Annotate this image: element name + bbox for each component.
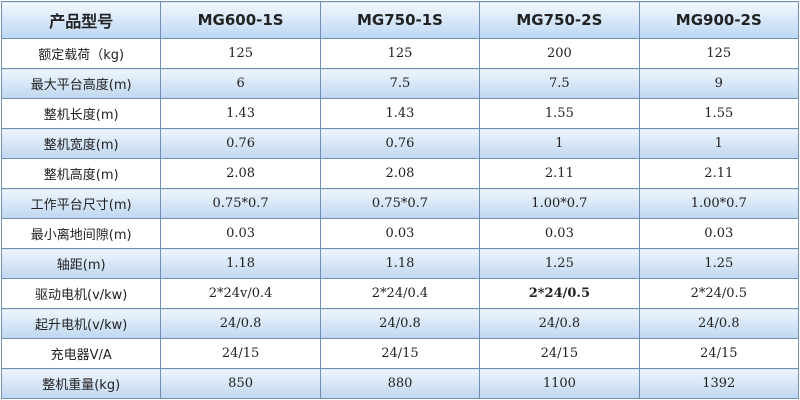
cell: 0.03 [638, 218, 800, 249]
cell: 1392 [638, 368, 800, 399]
cell: 0.03 [160, 218, 321, 249]
row-label: 工作平台尺寸(m) [0, 188, 162, 219]
header-cell: MG750-2S [479, 1, 640, 39]
row-label: 整机重量(kg) [0, 368, 162, 399]
cell: 7.5 [479, 68, 640, 99]
cell: 2.11 [479, 158, 640, 189]
cell: 1.00*0.7 [638, 188, 800, 219]
table-row: 轴距(m) 1.18 1.18 1.25 1.25 [0, 248, 800, 279]
table-row: 充电器V/A 24/15 24/15 24/15 24/15 [0, 338, 800, 369]
cell: 0.75*0.7 [319, 188, 481, 219]
row-label: 整机高度(m) [0, 158, 162, 189]
cell: 2*24/0.4 [319, 278, 481, 309]
cell: 7.5 [319, 68, 481, 99]
cell: 2*24v/0.4 [160, 278, 321, 309]
cell: 1 [638, 128, 800, 159]
header-cell: MG900-2S [638, 1, 800, 39]
table-row: 工作平台尺寸(m) 0.75*0.7 0.75*0.7 1.00*0.7 1.00*0.… [0, 188, 800, 219]
cell: 1.43 [160, 98, 321, 129]
cell: 9 [638, 68, 800, 99]
cell: 0.76 [160, 128, 321, 159]
cell: 2.11 [638, 158, 800, 189]
cell: 24/15 [638, 338, 800, 369]
cell: 1100 [479, 368, 640, 399]
cell: 880 [319, 368, 481, 399]
cell: 1.18 [160, 248, 321, 279]
cell: 24/0.8 [479, 308, 640, 339]
cell: 125 [638, 38, 800, 69]
header-cell: MG600-1S [160, 1, 321, 39]
table-row: 整机长度(m) 1.43 1.43 1.55 1.55 [0, 98, 800, 129]
cell: 24/0.8 [638, 308, 800, 339]
cell: 200 [479, 38, 640, 69]
table-body: 额定载荷（kg) 125 125 200 125 最大平台高度(m) 6 7.5 7.5 9 整机长… [0, 38, 800, 399]
cell: 0.03 [479, 218, 640, 249]
cell: 1.00*0.7 [479, 188, 640, 219]
cell: 0.76 [319, 128, 481, 159]
cell: 24/0.8 [160, 308, 321, 339]
cell: 1.43 [319, 98, 481, 129]
cell: 0.75*0.7 [160, 188, 321, 219]
cell: 1 [479, 128, 640, 159]
cell: 2*24/0.5 [638, 278, 800, 309]
cell: 0.03 [319, 218, 481, 249]
cell: 1.55 [479, 98, 640, 129]
cell: 1.25 [638, 248, 800, 279]
cell: 2.08 [160, 158, 321, 189]
cell: 1.25 [479, 248, 640, 279]
table-row: 整机重量(kg) 850 880 1100 1392 [0, 368, 800, 399]
cell: 2*24/0.5 [479, 278, 640, 309]
table-row: 起升电机(v/kw) 24/0.8 24/0.8 24/0.8 24/0.8 [0, 308, 800, 339]
cell: 1.55 [638, 98, 800, 129]
row-label: 整机宽度(m) [0, 128, 162, 159]
row-label: 驱动电机(v/kw) [0, 278, 162, 309]
table-row: 额定载荷（kg) 125 125 200 125 [0, 38, 800, 69]
cell: 125 [160, 38, 321, 69]
header-row: 产品型号 MG600-1S MG750-1S MG750-2S MG900-2S [0, 1, 800, 39]
row-label: 额定载荷（kg) [0, 38, 162, 69]
row-label: 最大平台高度(m) [0, 68, 162, 99]
row-label: 起升电机(v/kw) [0, 308, 162, 339]
cell: 125 [319, 38, 481, 69]
cell: 24/15 [479, 338, 640, 369]
row-label: 最小离地间隙(m) [0, 218, 162, 249]
cell: 24/15 [160, 338, 321, 369]
cell: 2.08 [319, 158, 481, 189]
cell: 1.18 [319, 248, 481, 279]
cell: 24/0.8 [319, 308, 481, 339]
table-row: 整机宽度(m) 0.76 0.76 1 1 [0, 128, 800, 159]
table-row: 最小离地间隙(m) 0.03 0.03 0.03 0.03 [0, 218, 800, 249]
cell: 24/15 [319, 338, 481, 369]
row-label: 充电器V/A [0, 338, 162, 369]
table-row: 最大平台高度(m) 6 7.5 7.5 9 [0, 68, 800, 99]
row-label: 轴距(m) [0, 248, 162, 279]
header-cell: MG750-1S [319, 1, 481, 39]
row-label: 整机长度(m) [0, 98, 162, 129]
cell: 6 [160, 68, 321, 99]
table-row: 整机高度(m) 2.08 2.08 2.11 2.11 [0, 158, 800, 189]
header-cell: 产品型号 [0, 1, 162, 39]
cell: 850 [160, 368, 321, 399]
table-row: 驱动电机(v/kw) 2*24v/0.4 2*24/0.4 2*24/0.5 2*24/… [0, 278, 800, 309]
